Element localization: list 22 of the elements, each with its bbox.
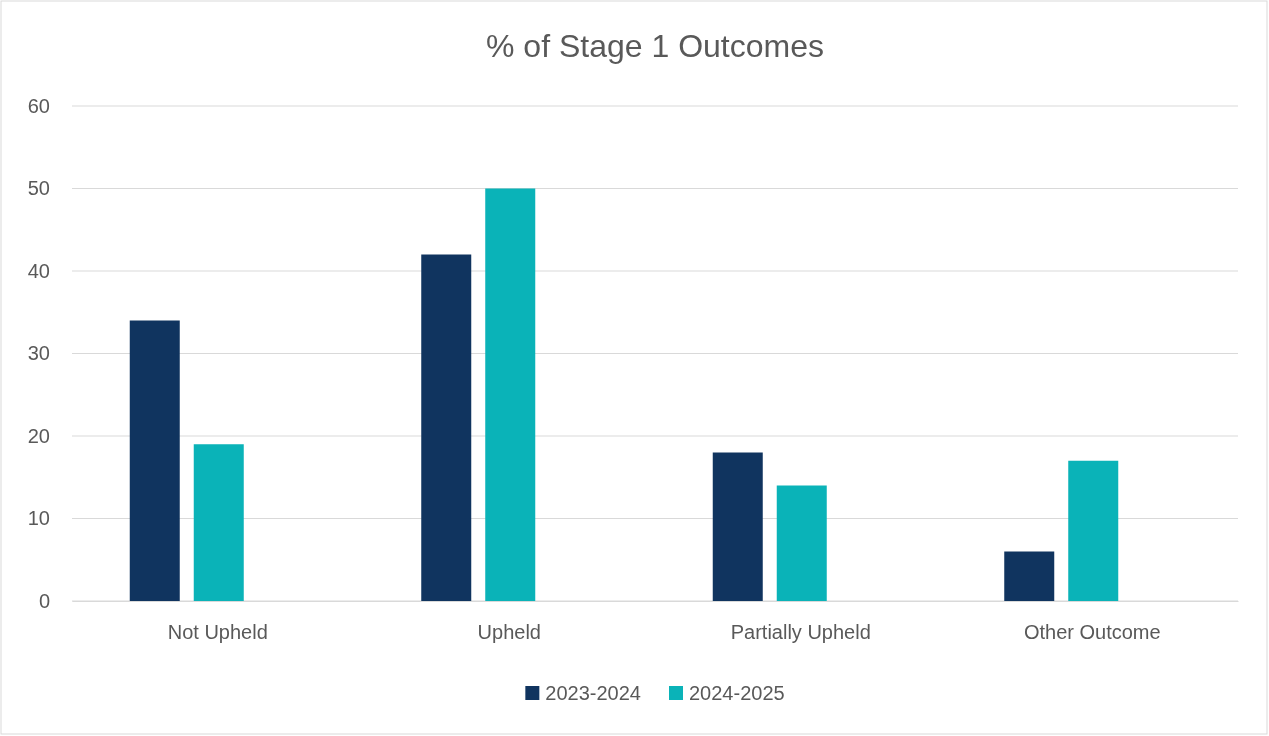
x-tick-label: Upheld [477, 621, 541, 644]
y-tick-label: 0 [38, 589, 50, 612]
x-tick-label: Not Upheld [167, 621, 268, 644]
y-tick-label: 30 [27, 342, 50, 365]
x-tick-label: Other Outcome [1023, 621, 1161, 644]
bar [421, 254, 472, 601]
y-tick-label: 40 [27, 259, 50, 282]
bar [485, 188, 536, 601]
bar [129, 320, 180, 601]
bar [193, 444, 244, 601]
bar [712, 452, 763, 601]
legend-label: 2023-2024 [545, 682, 641, 704]
y-tick-label: 10 [27, 507, 50, 530]
legend-label: 2024-2025 [689, 682, 785, 704]
bar [776, 485, 827, 601]
bar [1004, 551, 1055, 601]
x-tick-label: Partially Upheld [730, 621, 871, 644]
y-tick-label: 60 [27, 94, 50, 117]
y-tick-label: 50 [27, 177, 50, 200]
chart-title: % of Stage 1 Outcomes [486, 28, 824, 64]
bar [1068, 460, 1119, 601]
y-tick-label: 20 [27, 424, 50, 447]
